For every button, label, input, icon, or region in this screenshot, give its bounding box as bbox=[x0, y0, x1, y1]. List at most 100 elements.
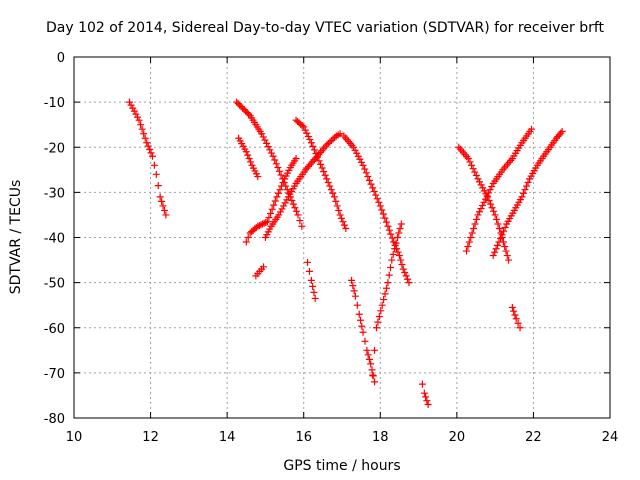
plus-marker bbox=[523, 182, 531, 190]
y-tick-label: -80 bbox=[44, 412, 65, 427]
plus-marker bbox=[361, 337, 369, 345]
plus-marker bbox=[298, 122, 306, 130]
plus-marker bbox=[130, 107, 138, 115]
plus-marker bbox=[236, 101, 244, 109]
plus-marker bbox=[483, 192, 491, 200]
plus-marker bbox=[474, 211, 482, 219]
plus-marker bbox=[146, 146, 154, 154]
data-track bbox=[242, 155, 300, 246]
plus-marker bbox=[291, 204, 299, 212]
plus-marker bbox=[324, 178, 332, 186]
plus-marker bbox=[283, 196, 291, 204]
plus-marker bbox=[137, 121, 145, 129]
plus-marker bbox=[365, 355, 373, 363]
plus-marker bbox=[387, 230, 395, 238]
plus-marker bbox=[141, 134, 149, 142]
plus-marker bbox=[339, 218, 347, 226]
plus-marker bbox=[338, 214, 346, 222]
plus-marker bbox=[394, 234, 402, 241]
data-track bbox=[292, 116, 350, 232]
plus-marker bbox=[357, 158, 365, 166]
plus-marker bbox=[156, 193, 164, 201]
plus-marker bbox=[292, 155, 300, 163]
plus-marker bbox=[262, 218, 270, 226]
plus-marker bbox=[263, 218, 271, 226]
plus-marker bbox=[501, 243, 509, 251]
plus-marker bbox=[466, 158, 474, 166]
data-track bbox=[418, 380, 432, 408]
plus-marker bbox=[143, 139, 151, 147]
plus-marker bbox=[424, 400, 432, 408]
plus-marker bbox=[391, 245, 399, 253]
plus-marker bbox=[369, 184, 377, 192]
plus-marker bbox=[313, 153, 321, 161]
plus-marker bbox=[471, 220, 479, 228]
plus-marker bbox=[140, 130, 148, 138]
plus-marker bbox=[350, 287, 358, 295]
plus-marker bbox=[240, 106, 248, 114]
plus-marker bbox=[332, 197, 340, 205]
plus-marker bbox=[401, 268, 409, 276]
plus-marker bbox=[233, 98, 241, 106]
plus-marker bbox=[397, 256, 405, 264]
plus-marker bbox=[242, 238, 250, 246]
plus-marker bbox=[243, 109, 251, 117]
plus-marker bbox=[264, 143, 272, 151]
plus-marker bbox=[357, 316, 365, 324]
plus-marker bbox=[420, 389, 428, 397]
x-tick-label: 16 bbox=[295, 430, 312, 445]
plus-marker bbox=[464, 155, 472, 163]
plus-marker bbox=[244, 151, 252, 159]
plus-marker bbox=[242, 107, 250, 115]
plus-marker bbox=[368, 366, 376, 374]
plus-marker bbox=[377, 307, 385, 315]
plus-marker bbox=[470, 224, 478, 232]
plus-marker bbox=[273, 193, 281, 201]
plus-marker bbox=[303, 129, 311, 137]
plus-marker bbox=[280, 202, 288, 210]
plus-marker bbox=[370, 187, 378, 195]
plus-marker bbox=[298, 222, 306, 230]
data-track bbox=[126, 98, 170, 219]
data-track bbox=[304, 258, 319, 302]
plus-marker bbox=[488, 183, 496, 191]
plus-marker bbox=[474, 175, 482, 183]
plus-marker bbox=[477, 181, 485, 189]
plus-marker bbox=[160, 206, 168, 214]
plus-marker bbox=[488, 204, 496, 212]
plus-marker bbox=[330, 193, 338, 201]
plus-marker bbox=[331, 133, 339, 141]
plus-marker bbox=[480, 187, 488, 195]
plus-marker bbox=[326, 182, 334, 190]
plus-marker bbox=[261, 136, 269, 144]
data-track bbox=[340, 132, 413, 287]
plus-marker bbox=[340, 221, 348, 229]
plus-marker bbox=[129, 104, 137, 112]
data-track bbox=[348, 276, 379, 386]
plus-marker bbox=[558, 127, 566, 135]
plus-marker bbox=[259, 220, 267, 228]
plus-marker bbox=[315, 157, 323, 165]
plus-marker bbox=[485, 189, 493, 197]
axis-ticks: 10 12 14 16 18 20 22 24 0 -10 -20 -30 -40 -50 -60 -70 -8… bbox=[44, 51, 619, 445]
plus-marker bbox=[275, 167, 283, 175]
plus-marker bbox=[152, 170, 160, 178]
plus-marker bbox=[126, 98, 134, 106]
plus-marker bbox=[154, 182, 162, 190]
plus-marker bbox=[259, 133, 267, 141]
plus-marker bbox=[468, 161, 476, 169]
plus-marker bbox=[359, 161, 367, 169]
plus-marker bbox=[309, 142, 317, 150]
plus-marker bbox=[369, 372, 377, 380]
plus-marker bbox=[381, 290, 389, 298]
plus-marker bbox=[373, 195, 381, 203]
plus-marker bbox=[510, 307, 518, 315]
plus-marker bbox=[469, 165, 477, 173]
plus-marker bbox=[307, 139, 315, 147]
plus-marker bbox=[381, 214, 389, 222]
plus-marker bbox=[495, 224, 503, 232]
data-track bbox=[462, 125, 536, 255]
plus-marker bbox=[277, 171, 285, 179]
data-markers bbox=[126, 98, 566, 408]
